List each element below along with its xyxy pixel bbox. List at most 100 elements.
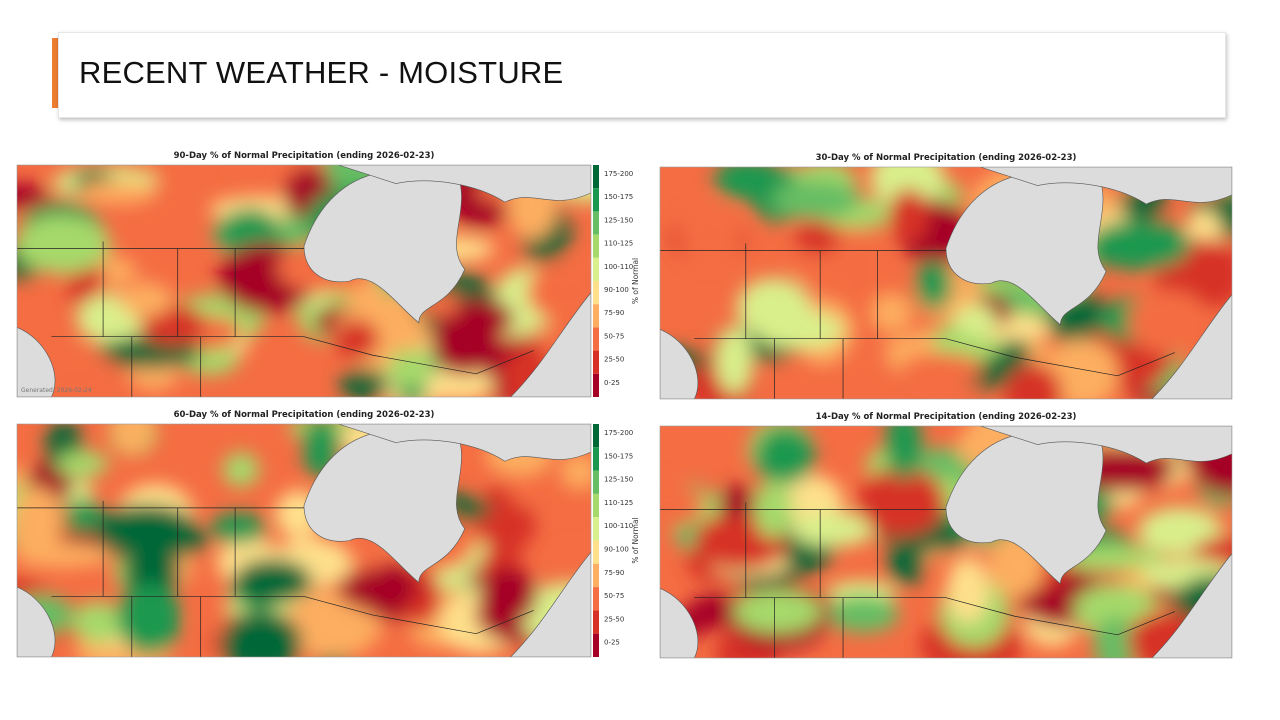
precip-blob [888,188,929,244]
map-title: 30-Day % of Normal Precipitation (ending… [816,153,1077,163]
legend-swatch [593,610,599,634]
legend-label: 100-110 [604,263,633,271]
legend-swatch [593,633,599,657]
map-frame [16,423,592,658]
precipitation-map [660,167,1232,399]
precip-blob [337,569,420,610]
precip-blob [561,454,591,489]
precip-blob [1004,363,1062,399]
legend-swatch [593,257,599,281]
precip-blob [112,424,152,455]
precip-blob [856,467,946,537]
legend-swatch [593,563,599,588]
arctic-water [980,426,1232,464]
precipitation-map [17,424,591,657]
precip-blob [1093,616,1137,658]
legend-label: 75-90 [604,569,624,577]
hudson-bay [303,165,466,324]
precip-blob [17,215,111,274]
legend-swatch [593,540,599,564]
precip-blob [56,450,109,478]
legend-swatch [593,234,599,258]
precip-blob [64,499,104,537]
legend-swatch [593,211,599,235]
map-frame [16,164,592,398]
precip-blob [72,601,124,644]
precip-blob [17,183,50,209]
precip-blob [282,590,381,657]
slide-title: RECENT WEATHER - MOISTURE [79,55,564,90]
hudson-bay [945,167,1107,326]
map-frame [659,425,1233,659]
precip-blob [733,589,822,634]
precip-blob [736,277,812,339]
legend-swatch [593,424,599,448]
legend-label: 0-25 [604,639,620,647]
precip-blob [95,504,199,558]
precip-blob [193,610,231,637]
precip-blob [148,165,202,182]
legend-label: 175-200 [604,170,633,178]
legend-label: 75-90 [604,309,624,317]
precip-blob [334,319,379,360]
precip-blob [678,203,743,265]
precip-blob [387,349,431,388]
legend-label: 150-175 [604,193,633,201]
legend-swatch [593,470,599,494]
precip-blob [900,353,983,384]
precip-blob [771,180,860,220]
precip-blob [870,167,945,209]
precip-blob [1043,338,1119,399]
legend-swatch [593,281,599,305]
precip-blob [220,610,302,657]
header: RECENT WEATHER - MOISTURE [58,32,1226,118]
generated-note: Generated: 2026-02-24 [21,387,92,394]
precip-blob [755,426,815,485]
precip-blob [1087,220,1192,271]
precip-blob [17,486,63,557]
borders [660,243,1175,399]
precip-blob [78,179,157,205]
legend-swatch [593,165,599,189]
legend-label: 25-50 [604,615,624,623]
precip-blob [233,559,312,603]
legend-label: 110-125 [604,499,633,507]
precip-blob [210,512,266,544]
map-title: 14-Day % of Normal Precipitation (ending… [816,412,1077,422]
borders [17,500,534,657]
precip-blob [219,208,281,253]
legend-label: 50-75 [604,592,624,600]
precip-blob [1127,290,1211,355]
map-title: 60-Day % of Normal Precipitation (ending… [174,410,435,420]
legend-swatch [593,493,599,518]
precip-blob [946,556,990,624]
arctic-water [338,424,591,462]
precip-blob [714,167,783,201]
precip-blob [715,326,754,395]
legend-label: 100-110 [604,522,633,530]
precip-blob [888,541,925,585]
hudson-bay [945,426,1107,585]
precipitation-map [17,165,591,397]
legend-swatch [593,350,599,374]
precip-blob [885,426,922,480]
borders [17,241,534,397]
precip-blob [791,511,876,547]
precip-blob [871,293,912,332]
precip-blob [478,567,537,625]
legend-title: % of Normal [631,258,640,304]
legend-label: 25-50 [604,356,624,364]
legend-swatch [593,587,599,611]
legend-title: % of Normal [631,517,640,563]
precip-blob [425,367,495,397]
precip-blob [222,452,260,487]
legend-label: 150-175 [604,452,633,460]
legend-swatch [593,447,599,471]
precip-blob [377,630,417,657]
legend-swatch [593,373,599,397]
legend-label: 90-100 [604,546,629,554]
precip-blob [827,595,899,633]
legend-label: 0-25 [604,379,620,387]
